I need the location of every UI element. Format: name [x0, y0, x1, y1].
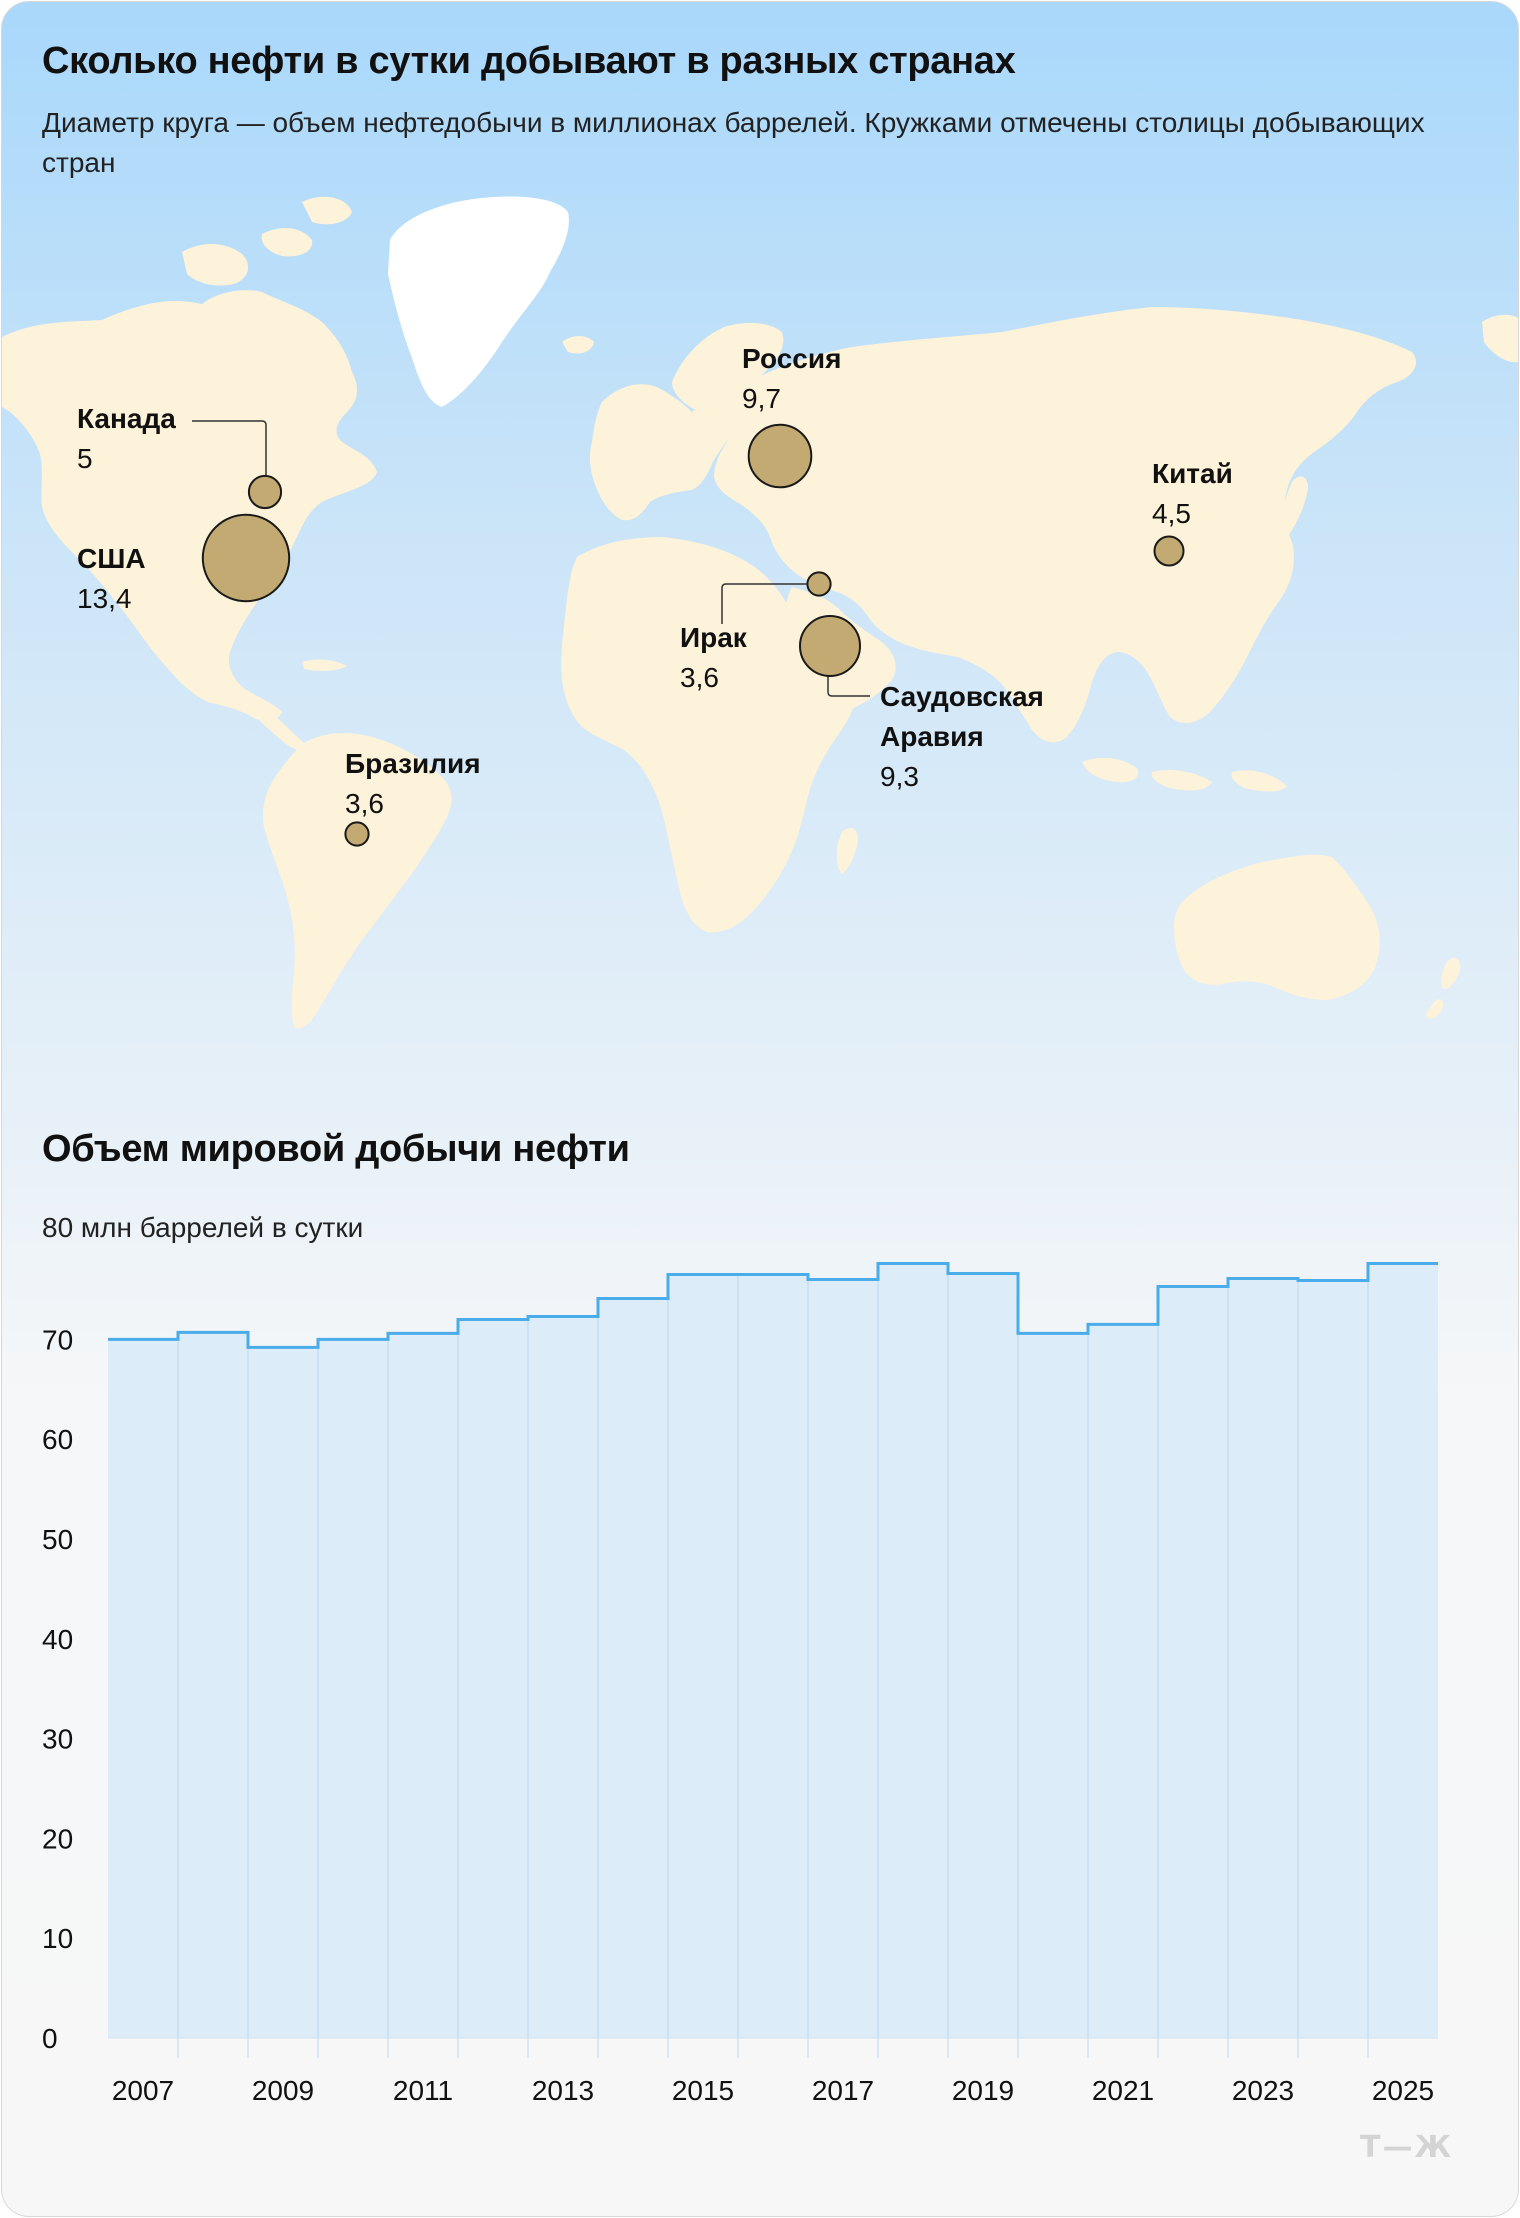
series-step-line	[108, 1262, 1438, 1349]
label-canada-value: 5	[77, 443, 93, 474]
bar-2018	[948, 1273, 1018, 2038]
label-russia-value: 9,7	[742, 383, 781, 414]
world-map: Канада 5 США 13,4 Бразилия 3,6 Россия 9,…	[2, 196, 1518, 1029]
label-usa-value: 13,4	[77, 583, 132, 614]
label-china-name: Китай	[1152, 458, 1233, 489]
europe-shape	[589, 384, 744, 521]
bubble-china	[1153, 535, 1185, 567]
bubble-brazil	[344, 821, 370, 847]
bar-2024	[1368, 1263, 1438, 2038]
bubble-saudi-arabia	[799, 615, 861, 677]
y-axis-ticks: 0 10 20 30 40 50 60 70	[42, 1324, 73, 2054]
x-tick-label: 2009	[252, 2075, 314, 2106]
leader-lines	[192, 420, 870, 697]
north-america-shape	[2, 290, 377, 722]
label-canada-name: Канада	[77, 403, 176, 434]
x-tick-label: 2017	[812, 2075, 874, 2106]
label-usa-name: США	[77, 543, 146, 574]
label-saudi-value: 9,3	[880, 761, 919, 792]
leader-iraq	[721, 583, 819, 624]
label-iraq-name: Ирак	[680, 622, 748, 653]
bar-2015	[738, 1274, 808, 2038]
bar-2008	[248, 1347, 318, 2038]
page-subtitle: Диаметр круга — объем нефтедобычи в милл…	[42, 107, 1425, 178]
bar-2020	[1088, 1324, 1158, 2038]
label-brazil-value: 3,6	[345, 788, 384, 819]
bar-2016	[808, 1279, 878, 2038]
australia-shape	[1174, 854, 1380, 1000]
x-tick-label: 2023	[1232, 2075, 1294, 2106]
new-zealand-shape	[1426, 957, 1461, 1019]
label-saudi-name-line1: Саудовская	[880, 681, 1044, 712]
bar-2010	[388, 1333, 458, 2038]
chart-title: Объем мировой добычи нефти	[42, 1128, 630, 1170]
bubble-iraq	[806, 571, 832, 597]
south-america-shape	[262, 732, 452, 1029]
y-tick-label: 0	[42, 2023, 58, 2054]
bar-2007	[178, 1332, 248, 2038]
bubble-usa	[201, 513, 291, 603]
y-tick-label: 40	[42, 1624, 73, 1655]
central-america-shape	[247, 659, 347, 750]
bar-2022	[1228, 1278, 1298, 2038]
x-axis-ticks: 2007 2009 2011 2013 2015 2017 2019 2021 2023 2025	[112, 2075, 1434, 2106]
bar-2011	[458, 1319, 528, 2038]
y-tick-label: 60	[42, 1424, 73, 1455]
british-isles-shape	[594, 422, 636, 466]
madagascar-shape	[836, 827, 858, 874]
x-tick-label: 2025	[1372, 2075, 1434, 2106]
page-title: Сколько нефти в сутки добывают в разных …	[42, 40, 1016, 82]
y-tick-label: 50	[42, 1524, 73, 1555]
chart-area-fill	[108, 1263, 1438, 2038]
chukotka-shape	[1482, 314, 1518, 363]
map-labels: Канада 5 США 13,4 Бразилия 3,6 Россия 9,…	[77, 343, 1233, 819]
x-tick-label: 2007	[112, 2075, 174, 2106]
bar-2014	[668, 1274, 738, 2038]
x-tick-label: 2021	[1092, 2075, 1154, 2106]
bar-2006	[108, 1339, 178, 2038]
x-tick-label: 2019	[952, 2075, 1014, 2106]
x-tick-label: 2011	[393, 2075, 453, 2106]
production-bubbles	[201, 423, 1185, 847]
africa-shape	[561, 537, 854, 933]
bar-2023	[1298, 1280, 1368, 2038]
y-axis-unit-label: 80 млн баррелей в сутки	[42, 1212, 364, 1243]
y-tick-label: 70	[42, 1324, 73, 1355]
japan-shape	[1271, 476, 1308, 544]
iceland-shape	[562, 336, 594, 354]
label-russia-name: Россия	[742, 343, 841, 374]
label-saudi-name-line2: Аравия	[880, 721, 984, 752]
y-tick-label: 20	[42, 1823, 73, 1854]
bar-2013	[598, 1298, 668, 2038]
x-tick-label: 2013	[532, 2075, 594, 2106]
bar-2009	[318, 1339, 388, 2038]
map-land	[2, 196, 1518, 1029]
bar-2017	[878, 1263, 948, 2038]
bar-2012	[528, 1316, 598, 2038]
y-tick-label: 30	[42, 1724, 73, 1755]
bubble-canada	[247, 474, 283, 510]
asia-shape	[714, 307, 1417, 743]
y-tick-label: 10	[42, 1923, 73, 1954]
leader-canada	[192, 420, 267, 483]
arctic-islands-shape	[182, 196, 352, 286]
bar-2021	[1158, 1286, 1228, 2038]
indonesia-shape	[1082, 757, 1287, 792]
bubble-russia	[747, 423, 813, 489]
scandinavia-shape	[672, 322, 784, 412]
chart-dividers	[177, 1273, 1369, 2058]
bar-2019	[1018, 1333, 1088, 2038]
greenland-shape	[388, 196, 569, 407]
brand-logo: Т—Ж	[1360, 2130, 1454, 2165]
label-brazil-name: Бразилия	[345, 748, 481, 779]
leader-saudi	[827, 672, 870, 697]
x-tick-label: 2015	[672, 2075, 734, 2106]
label-china-value: 4,5	[1152, 498, 1191, 529]
label-iraq-value: 3,6	[680, 662, 719, 693]
